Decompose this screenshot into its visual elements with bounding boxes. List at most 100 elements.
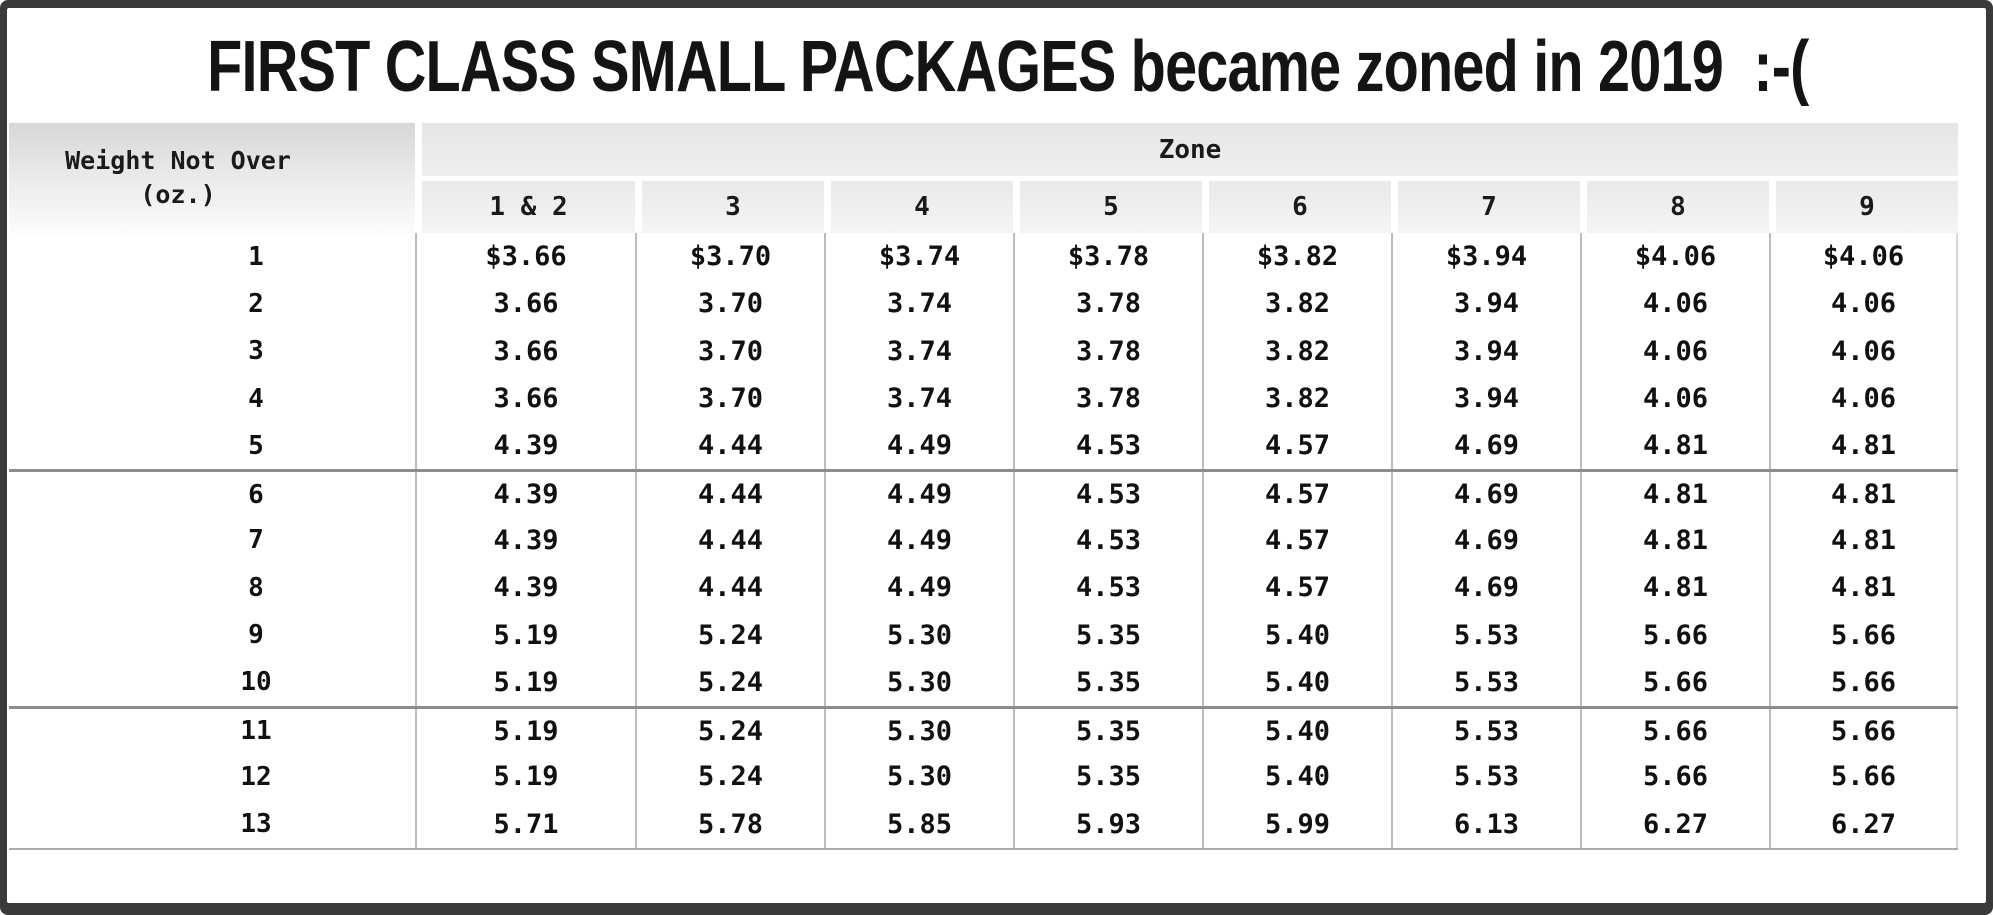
price-cell: 3.94 (1391, 327, 1580, 375)
price-cell: 5.40 (1202, 753, 1391, 801)
price-cell: 4.81 (1580, 422, 1769, 470)
price-cell: 5.53 (1391, 658, 1580, 706)
table-row: 2 3.66 3.70 3.74 3.78 3.82 3.94 4.06 4.06 (9, 280, 1958, 328)
weight-cell: 6 (248, 479, 264, 510)
price-cell: 4.69 (1391, 564, 1580, 612)
table-row: 10 5.19 5.24 5.30 5.35 5.40 5.53 5.66 5.66 (9, 658, 1958, 706)
price-cell: 5.53 (1391, 611, 1580, 659)
price-cell: 5.24 (635, 753, 824, 801)
price-cell: 5.66 (1580, 658, 1769, 706)
price-cell: 5.66 (1580, 708, 1769, 754)
price-cell: 3.74 (824, 374, 1013, 423)
table-row: 11 5.19 5.24 5.30 5.35 5.40 5.53 5.66 5.66 (9, 705, 1958, 754)
price-cell: 3.66 (415, 280, 635, 328)
price-cell: 3.74 (824, 327, 1013, 375)
price-cell: $4.06 (1580, 233, 1769, 281)
price-cell: 3.94 (1391, 280, 1580, 328)
price-cell: 3.66 (415, 374, 635, 423)
price-cell: 4.53 (1013, 422, 1202, 470)
price-cell: 4.57 (1202, 422, 1391, 470)
price-cell: 3.82 (1202, 374, 1391, 423)
price-cell: 6.27 (1769, 800, 1958, 848)
price-cell: 4.57 (1202, 516, 1391, 565)
price-cell: 5.19 (415, 611, 635, 659)
price-cell: 6.13 (1391, 800, 1580, 848)
price-cell: 4.49 (824, 422, 1013, 470)
price-cell: $4.06 (1769, 233, 1958, 281)
price-cell: 6.27 (1580, 800, 1769, 848)
price-cell: 4.44 (635, 472, 824, 517)
price-cell: 4.44 (635, 422, 824, 470)
price-cell: 5.66 (1769, 753, 1958, 801)
zone-column-header: 1 & 2 (415, 181, 635, 233)
price-cell: 5.35 (1013, 708, 1202, 754)
table-row: 1 $3.66 $3.70 $3.74 $3.78 $3.82 $3.94 $4.06 $4.0… (9, 233, 1958, 281)
price-cell: 5.35 (1013, 611, 1202, 659)
price-cell: 4.06 (1769, 280, 1958, 328)
price-cell: 4.57 (1202, 564, 1391, 612)
price-cell: 4.81 (1580, 516, 1769, 565)
price-cell: 4.06 (1580, 327, 1769, 375)
price-cell: 5.66 (1580, 611, 1769, 659)
weight-cell: 3 (248, 336, 264, 367)
price-cell: 4.53 (1013, 472, 1202, 517)
price-cell: 5.24 (635, 708, 824, 754)
zone-column-header: 6 (1202, 181, 1391, 233)
price-cell: 4.39 (415, 422, 635, 470)
price-cell: 3.70 (635, 280, 824, 328)
table-body: 1 $3.66 $3.70 $3.74 $3.78 $3.82 $3.94 $4.06 $4.0… (9, 233, 1958, 850)
price-cell: 4.06 (1769, 374, 1958, 423)
price-cell: 4.39 (415, 472, 635, 517)
price-cell: 4.06 (1769, 327, 1958, 375)
table-row: 12 5.19 5.24 5.30 5.35 5.40 5.53 5.66 5.66 (9, 753, 1958, 801)
price-cell: 5.30 (824, 611, 1013, 659)
price-cell: 5.30 (824, 658, 1013, 706)
price-cell: 5.30 (824, 708, 1013, 754)
zone-column-header: 3 (635, 181, 824, 233)
price-cell: 5.19 (415, 708, 635, 754)
weight-cell: 7 (248, 525, 264, 556)
slide-content: FIRST CLASS SMALL PACKAGES became zoned … (7, 8, 1986, 903)
price-cell: 5.93 (1013, 800, 1202, 848)
price-cell: 5.66 (1769, 611, 1958, 659)
price-cell: 4.39 (415, 564, 635, 612)
price-cell: 5.85 (824, 800, 1013, 848)
weight-cell: 10 (240, 667, 272, 698)
price-cell: 5.53 (1391, 708, 1580, 754)
price-cell: 4.44 (635, 516, 824, 565)
price-cell: 3.94 (1391, 374, 1580, 423)
price-cell: 4.49 (824, 564, 1013, 612)
table-row: 7 4.39 4.44 4.49 4.53 4.57 4.69 4.81 4.81 (9, 516, 1958, 565)
zone-column-header: 7 (1391, 181, 1580, 233)
weight-cell: 9 (248, 620, 264, 651)
price-cell: $3.82 (1202, 233, 1391, 281)
price-cell: 5.40 (1202, 611, 1391, 659)
price-cell: $3.78 (1013, 233, 1202, 281)
price-cell: 4.49 (824, 472, 1013, 517)
price-cell: 4.81 (1580, 472, 1769, 517)
price-cell: 3.74 (824, 280, 1013, 328)
price-cell: 5.99 (1202, 800, 1391, 848)
price-cell: 5.35 (1013, 658, 1202, 706)
price-cell: 3.82 (1202, 280, 1391, 328)
price-cell: 3.78 (1013, 280, 1202, 328)
price-cell: 5.53 (1391, 753, 1580, 801)
price-cell: 4.81 (1580, 564, 1769, 612)
price-cell: 5.71 (415, 800, 635, 848)
price-cell: 4.69 (1391, 516, 1580, 565)
price-cell: 5.66 (1580, 753, 1769, 801)
price-cell: 4.57 (1202, 472, 1391, 517)
table-row: 4 3.66 3.70 3.74 3.78 3.82 3.94 4.06 4.06 (9, 374, 1958, 423)
price-cell: 5.35 (1013, 753, 1202, 801)
weight-column-header-line1: Weight Not Over (65, 146, 291, 175)
price-cell: 4.44 (635, 564, 824, 612)
price-cell: 3.70 (635, 327, 824, 375)
zone-column-header: 4 (824, 181, 1013, 233)
price-cell: 5.24 (635, 611, 824, 659)
price-cell: 4.06 (1580, 280, 1769, 328)
zone-group-header: Zone (415, 123, 1958, 181)
price-cell: 4.69 (1391, 472, 1580, 517)
